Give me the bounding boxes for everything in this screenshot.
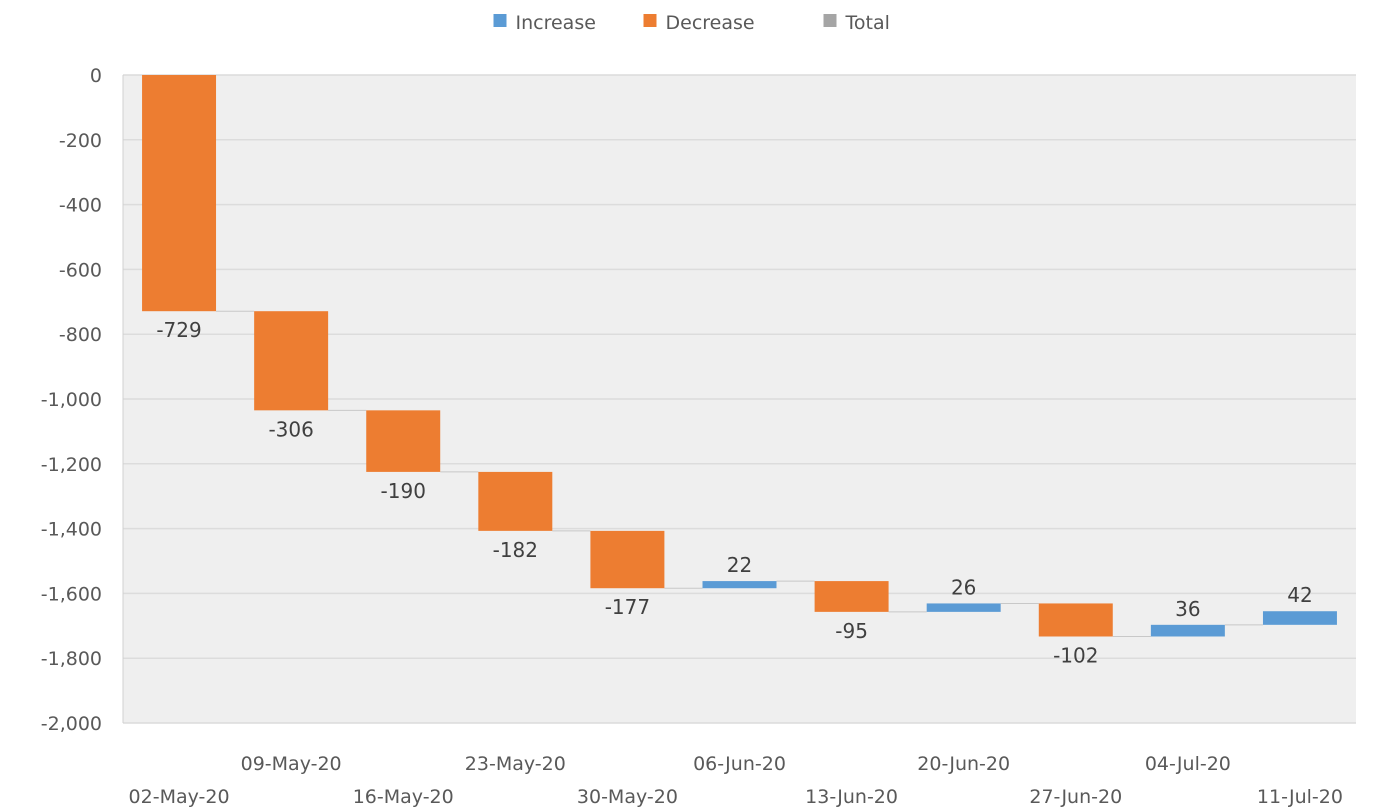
x-axis: 02-May-20 09-May-20 16-May-20 23-May-20 30-M… — [129, 753, 1343, 808]
legend-swatch — [493, 14, 507, 27]
legend-swatch — [823, 14, 837, 27]
waterfall-bar-04-Jul-20 — [1150, 624, 1225, 637]
x-tick-label: 16-May-20 — [353, 786, 454, 808]
y-tick-label: -1,000 — [41, 389, 102, 411]
x-tick-label: 30-May-20 — [577, 786, 678, 808]
legend-item-decrease: Decrease — [643, 12, 755, 34]
legend: Increase Decrease Total — [493, 12, 890, 34]
y-tick-label: -600 — [59, 259, 102, 281]
waterfall-bar-16-May-20 — [366, 410, 441, 472]
waterfall-bar-13-Jun-20 — [814, 581, 889, 612]
x-tick-label: 20-Jun-20 — [917, 753, 1010, 775]
waterfall-bar-27-Jun-20 — [1038, 603, 1113, 637]
data-label: -177 — [605, 595, 650, 619]
x-tick-label: 13-Jun-20 — [805, 786, 898, 808]
waterfall-bar-30-May-20 — [590, 530, 665, 589]
bars — [142, 75, 1337, 637]
legend-label: Total — [845, 12, 890, 34]
y-tick-label: -1,200 — [41, 454, 102, 476]
legend-label: Decrease — [666, 12, 755, 34]
y-tick-label: 0 — [90, 65, 102, 87]
legend-swatch — [643, 14, 657, 27]
legend-item-increase: Increase — [493, 12, 596, 34]
y-tick-label: -200 — [59, 130, 102, 152]
x-tick-label: 09-May-20 — [241, 753, 342, 775]
connectors — [216, 310, 1263, 637]
y-tick-label: -400 — [59, 195, 102, 217]
data-label: 22 — [727, 553, 752, 577]
waterfall-bar-20-Jun-20 — [926, 603, 1001, 612]
data-labels: -729 -306 -190 -182 -177 22 -95 26 -102 36 42 — [156, 318, 1312, 667]
y-tick-label: -1,800 — [41, 648, 102, 670]
legend-item-total: Total — [823, 12, 890, 34]
gridlines — [123, 74, 1356, 724]
x-tick-label: 06-Jun-20 — [693, 753, 786, 775]
x-tick-label: 04-Jul-20 — [1145, 753, 1231, 775]
waterfall-bar-11-Jul-20 — [1262, 611, 1337, 625]
waterfall-bar-23-May-20 — [478, 471, 553, 531]
y-tick-label: -1,400 — [41, 519, 102, 541]
x-tick-label: 02-May-20 — [129, 786, 230, 808]
y-tick-label: -1,600 — [41, 583, 102, 605]
y-tick-label: -800 — [59, 324, 102, 346]
legend-label: Increase — [516, 12, 596, 34]
data-label: -182 — [493, 538, 538, 562]
y-tick-label: -2,000 — [41, 713, 102, 735]
waterfall-bar-09-May-20 — [254, 311, 329, 411]
data-label: -102 — [1053, 643, 1098, 667]
y-axis: 0 -200 -400 -600 -800 -1,000 -1,200 -1,400 -1,60… — [41, 65, 124, 735]
data-label: -306 — [268, 417, 313, 441]
data-label: -95 — [835, 619, 868, 643]
x-tick-label: 23-May-20 — [465, 753, 566, 775]
x-tick-label: 27-Jun-20 — [1029, 786, 1122, 808]
waterfall-bar-06-Jun-20 — [702, 581, 777, 589]
x-tick-label: 11-Jul-20 — [1257, 786, 1343, 808]
data-label: 42 — [1287, 583, 1312, 607]
data-label: -190 — [381, 479, 426, 503]
data-label: 36 — [1175, 597, 1200, 621]
data-label: 26 — [951, 575, 976, 599]
waterfall-bar-02-May-20 — [142, 75, 217, 312]
data-label: -729 — [156, 318, 201, 342]
